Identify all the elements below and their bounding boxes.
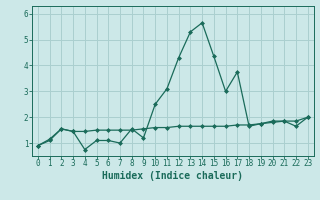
X-axis label: Humidex (Indice chaleur): Humidex (Indice chaleur) <box>102 171 243 181</box>
